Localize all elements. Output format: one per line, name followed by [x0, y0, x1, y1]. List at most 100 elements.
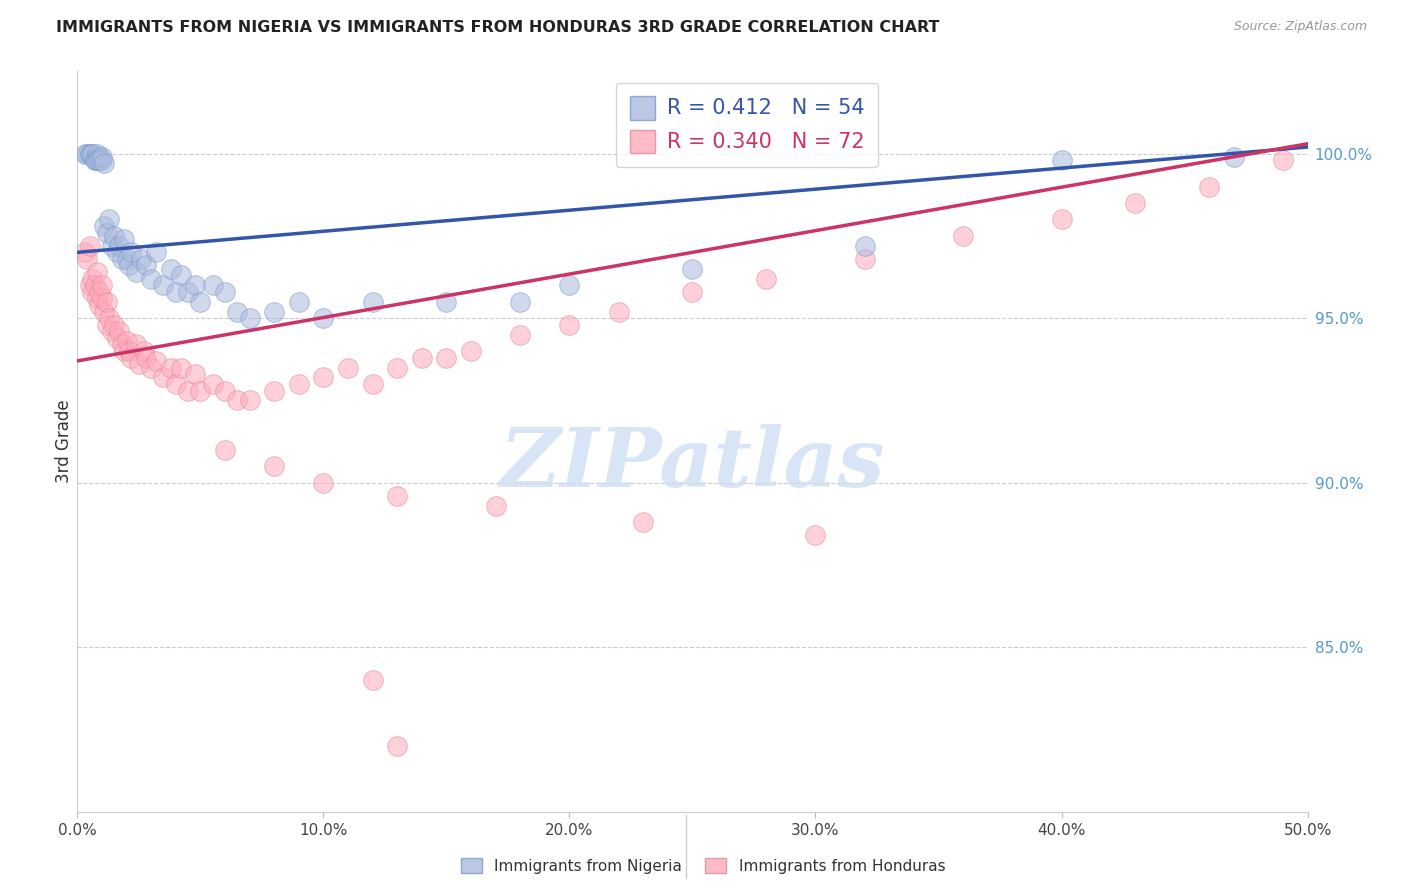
Point [184, 278, 207, 293]
Point [226, 393, 249, 408]
Point [361, 673, 384, 687]
Point [177, 285, 200, 299]
Point [82, 146, 104, 161]
Point [89, 150, 111, 164]
Point [96, 294, 118, 309]
Point [111, 337, 132, 351]
Point [485, 499, 508, 513]
Point [101, 239, 124, 253]
Point [312, 311, 335, 326]
Point [411, 351, 433, 365]
Y-axis label: 3rd Grade: 3rd Grade [55, 400, 73, 483]
Point [152, 278, 174, 293]
Point [82, 146, 104, 161]
Point [509, 294, 531, 309]
Point [312, 475, 335, 490]
Point [79, 146, 101, 161]
Point [101, 324, 124, 338]
Point [135, 351, 157, 365]
Point [121, 245, 143, 260]
Point [387, 739, 409, 753]
Point [201, 376, 224, 391]
Point [682, 285, 704, 299]
Point [214, 285, 236, 299]
Point [1125, 196, 1147, 211]
Point [263, 459, 285, 474]
Point [103, 318, 125, 332]
Point [226, 304, 249, 318]
Point [73, 245, 96, 260]
Point [263, 304, 285, 318]
Point [98, 311, 121, 326]
Point [607, 304, 630, 318]
Point [214, 442, 236, 457]
Point [804, 528, 827, 542]
Point [128, 357, 150, 371]
Point [79, 239, 101, 253]
Point [263, 384, 285, 398]
Point [170, 268, 193, 283]
Point [86, 292, 108, 306]
Point [239, 393, 262, 408]
Point [103, 228, 125, 243]
Point [190, 294, 212, 309]
Point [82, 285, 104, 299]
Point [79, 146, 101, 161]
Point [509, 327, 531, 342]
Point [682, 261, 704, 276]
Point [76, 146, 98, 161]
Point [118, 344, 141, 359]
Point [79, 278, 101, 293]
Point [121, 351, 143, 365]
Point [108, 324, 131, 338]
Point [165, 376, 187, 391]
Point [105, 331, 128, 345]
Point [288, 294, 311, 309]
Point [361, 294, 384, 309]
Point [135, 259, 157, 273]
Point [165, 285, 187, 299]
Point [76, 252, 98, 266]
Point [1050, 153, 1073, 168]
Point [288, 376, 311, 391]
Point [93, 156, 115, 170]
Point [86, 153, 108, 168]
Point [98, 212, 121, 227]
Text: IMMIGRANTS FROM NIGERIA VS IMMIGRANTS FROM HONDURAS 3RD GRADE CORRELATION CHART: IMMIGRANTS FROM NIGERIA VS IMMIGRANTS FR… [56, 20, 939, 35]
Point [141, 360, 163, 375]
Point [90, 150, 114, 164]
Point [125, 337, 148, 351]
Text: ZIPatlas: ZIPatlas [499, 424, 886, 504]
Point [1272, 153, 1295, 168]
Point [105, 245, 128, 260]
Point [111, 252, 132, 266]
Point [93, 219, 115, 233]
Text: Source: ZipAtlas.com: Source: ZipAtlas.com [1233, 20, 1367, 33]
Point [633, 515, 655, 529]
Point [125, 265, 148, 279]
Point [558, 318, 581, 332]
Point [112, 344, 135, 359]
Point [201, 278, 224, 293]
Point [145, 354, 167, 368]
Point [89, 153, 111, 168]
Point [83, 278, 105, 293]
Point [90, 278, 114, 293]
Point [82, 271, 104, 285]
Legend: R = 0.412   N = 54, R = 0.340   N = 72: R = 0.412 N = 54, R = 0.340 N = 72 [616, 83, 877, 167]
Point [115, 334, 138, 348]
Point [853, 239, 876, 253]
Point [214, 384, 236, 398]
Point [96, 226, 118, 240]
Point [387, 489, 409, 503]
Point [90, 153, 114, 168]
Point [83, 153, 105, 168]
Point [337, 360, 360, 375]
Point [184, 367, 207, 381]
Point [190, 384, 212, 398]
Point [108, 239, 131, 253]
Point [170, 360, 193, 375]
Point [145, 245, 167, 260]
Point [152, 370, 174, 384]
Point [387, 360, 409, 375]
